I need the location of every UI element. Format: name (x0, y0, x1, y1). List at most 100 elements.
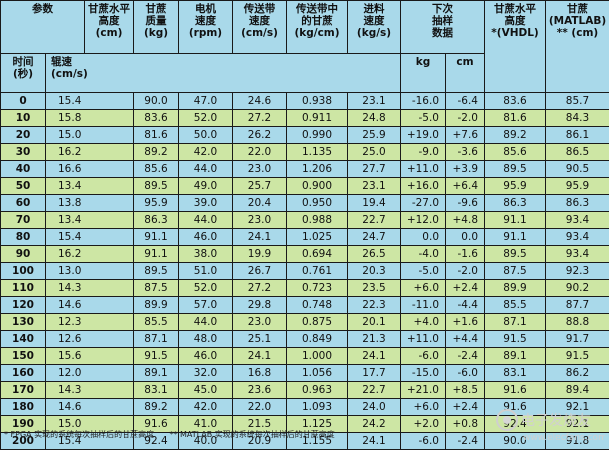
header-vhdl: 甘蔗水平 高度 *(VHDL) (485, 1, 546, 93)
cell-roller-speed: 14.6 (46, 297, 134, 314)
cell-sugar-level: 81.6 (134, 127, 179, 144)
cell-sugar-level: 89.1 (134, 365, 179, 382)
cell-roller-speed: 13.4 (46, 212, 134, 229)
cell-feed-speed: +6.0 (401, 399, 446, 416)
cell-feed-speed: -6.0 (401, 433, 446, 450)
row-time-label: 90 (1, 246, 46, 263)
cell-vhdl: 87.7 (546, 297, 609, 314)
cell-roller-speed: 15.6 (46, 348, 134, 365)
cell-feed-speed: +6.0 (401, 280, 446, 297)
cell-sugar-mass: 50.0 (179, 127, 233, 144)
cell-belt-speed: 0.938 (287, 93, 348, 110)
cell-feed-speed: +2.0 (401, 416, 446, 433)
cell-next-cm: 91.1 (485, 212, 546, 229)
cell-feed-speed: -15.0 (401, 365, 446, 382)
row-time-label: 50 (1, 178, 46, 195)
cell-motor-speed: 25.1 (233, 331, 287, 348)
cell-belt-sugar: 24.8 (348, 110, 401, 127)
cell-motor-speed: 23.0 (233, 161, 287, 178)
cell-sugar-level: 91.1 (134, 246, 179, 263)
watermark: 电子发烧友 www.elecfans.com (493, 400, 605, 444)
cell-sugar-level: 87.1 (134, 331, 179, 348)
cell-belt-sugar: 24.0 (348, 399, 401, 416)
cell-sugar-level: 89.5 (134, 263, 179, 280)
row-time-label: 150 (1, 348, 46, 365)
cell-roller-speed: 16.2 (46, 144, 134, 161)
cell-belt-speed: 0.990 (287, 127, 348, 144)
cell-sugar-mass: 45.0 (179, 382, 233, 399)
header-roller-speed: 辊速 (cm/s) (46, 54, 401, 93)
cell-vhdl: 93.4 (546, 212, 609, 229)
cell-vhdl: 93.4 (546, 246, 609, 263)
header-param: 参数 (1, 1, 85, 54)
cell-belt-sugar: 19.4 (348, 195, 401, 212)
cell-roller-speed: 16.2 (46, 246, 134, 263)
cell-belt-sugar: 27.7 (348, 161, 401, 178)
cell-sugar-mass: 32.0 (179, 365, 233, 382)
row-time-label: 80 (1, 229, 46, 246)
cell-sugar-mass: 44.0 (179, 314, 233, 331)
cell-sugar-mass: 38.0 (179, 246, 233, 263)
cell-belt-sugar: 24.1 (348, 433, 401, 450)
cell-vhdl: 84.3 (546, 110, 609, 127)
cell-belt-sugar: 20.1 (348, 314, 401, 331)
cell-feed-speed: +11.0 (401, 161, 446, 178)
cell-vhdl: 86.2 (546, 365, 609, 382)
cell-next-cm: 86.3 (485, 195, 546, 212)
cell-sugar-mass: 42.0 (179, 144, 233, 161)
row-time-label: 180 (1, 399, 46, 416)
cell-belt-sugar: 26.5 (348, 246, 401, 263)
cell-belt-speed: 0.694 (287, 246, 348, 263)
cell-next-kg: +8.5 (446, 382, 485, 399)
cell-vhdl: 86.3 (546, 195, 609, 212)
cell-next-cm: 83.6 (485, 93, 546, 110)
cell-sugar-level: 83.1 (134, 382, 179, 399)
watermark-url: www.elecfans.com (523, 433, 605, 443)
cell-roller-speed: 15.8 (46, 110, 134, 127)
cell-next-kg: -9.6 (446, 195, 485, 212)
cell-sugar-mass: 48.0 (179, 331, 233, 348)
cell-next-cm: 89.5 (485, 246, 546, 263)
cell-belt-sugar: 23.1 (348, 93, 401, 110)
cell-belt-sugar: 24.1 (348, 348, 401, 365)
header-unit-cm: cm (446, 54, 485, 93)
row-time-label: 160 (1, 365, 46, 382)
cell-sugar-mass: 42.0 (179, 399, 233, 416)
header-belt-sugar: 传送带中 的甘蔗 (kg/cm) (287, 1, 348, 54)
cell-next-kg: +2.4 (446, 399, 485, 416)
cell-feed-speed: -16.0 (401, 93, 446, 110)
cell-belt-speed: 0.988 (287, 212, 348, 229)
cell-belt-speed: 1.000 (287, 348, 348, 365)
cell-belt-speed: 0.761 (287, 263, 348, 280)
row-time-label: 60 (1, 195, 46, 212)
cell-belt-sugar: 22.7 (348, 382, 401, 399)
cell-roller-speed: 15.0 (46, 127, 134, 144)
cell-next-cm: 85.6 (485, 144, 546, 161)
cell-next-kg: -1.6 (446, 246, 485, 263)
cell-motor-speed: 22.0 (233, 144, 287, 161)
cell-sugar-level: 83.6 (134, 110, 179, 127)
cell-sugar-mass: 46.0 (179, 348, 233, 365)
cell-motor-speed: 27.2 (233, 280, 287, 297)
row-time-label: 70 (1, 212, 46, 229)
cell-belt-speed: 0.950 (287, 195, 348, 212)
elecfans-logo-icon: 电子发烧友 www.elecfans.com (493, 400, 605, 444)
header-next-sample: 下次 抽样 数据 (401, 1, 485, 54)
cell-feed-speed: -4.0 (401, 246, 446, 263)
cell-sugar-mass: 46.0 (179, 229, 233, 246)
cell-feed-speed: 0.0 (401, 229, 446, 246)
cell-sugar-mass: 52.0 (179, 280, 233, 297)
row-time-label: 140 (1, 331, 46, 348)
cell-sugar-mass: 51.0 (179, 263, 233, 280)
cell-motor-speed: 16.8 (233, 365, 287, 382)
cell-motor-speed: 27.2 (233, 110, 287, 127)
cell-sugar-level: 86.3 (134, 212, 179, 229)
cell-feed-speed: -27.0 (401, 195, 446, 212)
cell-sugar-level: 87.5 (134, 280, 179, 297)
cell-next-cm: 89.1 (485, 348, 546, 365)
